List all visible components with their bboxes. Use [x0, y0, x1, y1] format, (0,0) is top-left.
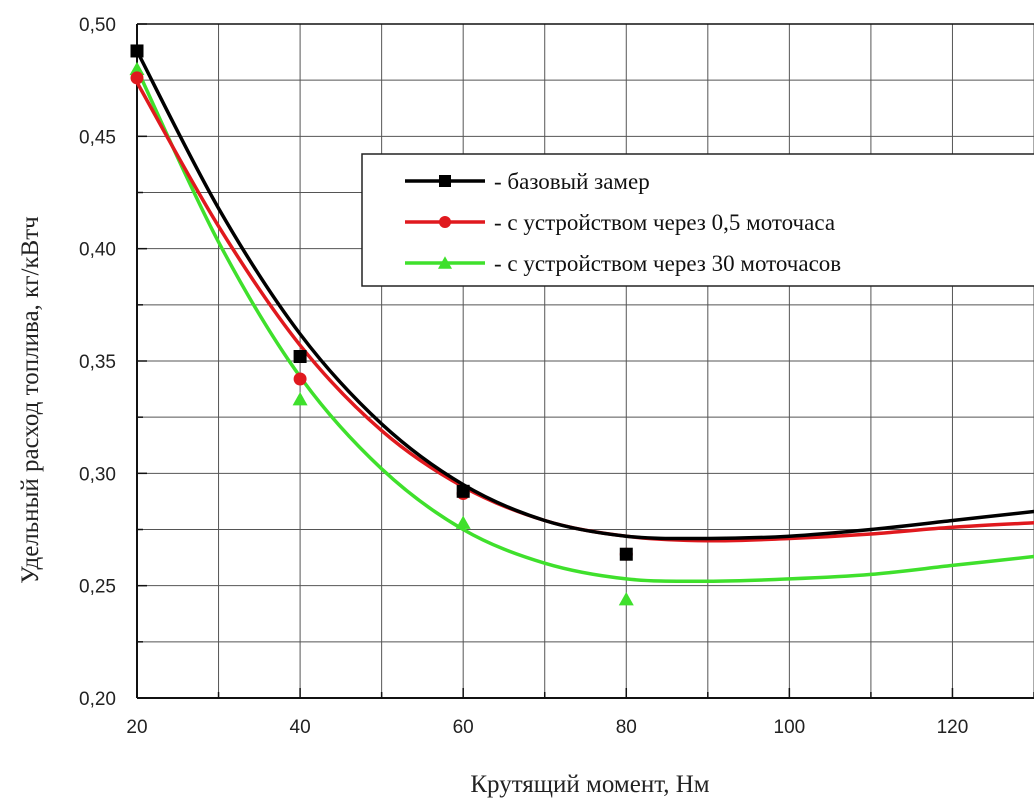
- y-axis-title: Удельный расход топлива, кг/кВтч: [17, 216, 44, 583]
- y-tick-label: 0,40: [79, 240, 116, 261]
- legend-label: - базовый замер: [494, 169, 650, 194]
- legend-marker-circle: [439, 216, 451, 228]
- y-tick-label: 0,30: [79, 464, 116, 485]
- legend-marker-triangle: [438, 256, 452, 269]
- x-tick-label: 20: [126, 717, 147, 738]
- axes: [136, 23, 1034, 699]
- y-tick-label: 0,45: [79, 127, 116, 148]
- series-line-square: [135, 49, 1034, 541]
- x-tick-label: 120: [937, 717, 969, 738]
- legend: - базовый замер - с устройством через 0,5…: [361, 153, 1034, 287]
- data-point-square: [293, 350, 307, 364]
- x-tick-labels: 20 40 60 80 100 120: [126, 717, 968, 738]
- data-point-circle: [293, 372, 307, 386]
- legend-marker-square: [439, 175, 451, 187]
- series-line-triangle: [135, 67, 1034, 584]
- x-tick-label: 100: [774, 717, 806, 738]
- y-tick-label: 0,25: [79, 577, 116, 598]
- x-tick-label: 60: [453, 717, 474, 738]
- data-point-triangle: [618, 591, 634, 606]
- y-tick-labels: 0,20 0,25 0,30 0,35 0,40 0,45 0,50: [79, 15, 116, 710]
- x-tick-label: 80: [616, 717, 637, 738]
- x-tick-label: 40: [290, 717, 311, 738]
- legend-label: - с устройством через 30 моточасов: [494, 251, 841, 276]
- data-point-triangle: [455, 515, 471, 529]
- y-tick-label: 0,35: [79, 352, 116, 373]
- y-tick-label: 0,20: [79, 689, 116, 710]
- data-point-square: [456, 484, 470, 498]
- legend-label: - с устройством через 0,5 моточаса: [494, 210, 835, 235]
- data-point-triangle: [129, 61, 145, 76]
- data-point-circle: [130, 71, 144, 85]
- series-markers: [129, 44, 634, 606]
- x-axis-title: Крутящий момент, Нм: [470, 771, 709, 798]
- data-point-square: [130, 44, 144, 58]
- data-point-square: [619, 547, 633, 561]
- data-point-triangle: [292, 392, 308, 406]
- series-curves: [135, 49, 1034, 584]
- y-tick-label: 0,50: [79, 15, 116, 36]
